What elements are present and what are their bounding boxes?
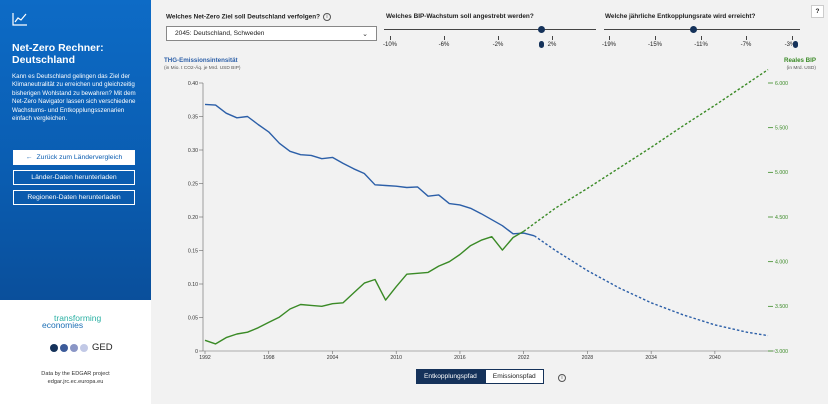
gdp-tick-label: 2%	[547, 42, 557, 48]
x-tick-label: 2010	[390, 355, 402, 361]
sidebar-header-panel: Net-Zero Rechner: Deutschland Kann es De…	[0, 0, 151, 300]
gdp-tick-label: -2%	[492, 42, 504, 48]
y-left-tick-label: 0.40	[188, 81, 198, 87]
decoupling-path-tab[interactable]: Entkopplungspfad	[416, 369, 485, 384]
slider-tick	[609, 36, 610, 40]
y-right-tick-label: 5.000	[775, 170, 788, 176]
region-data-download-button[interactable]: Regionen-Daten herunterladen	[13, 190, 135, 205]
emission-path-tab[interactable]: Emissionspfad	[484, 369, 544, 384]
slider-tick	[701, 36, 702, 40]
x-tick-label: 2022	[518, 355, 530, 361]
y-right-tick-label: 5.500	[775, 125, 788, 131]
gdp-slider-handle[interactable]	[538, 26, 545, 33]
slider-tick	[444, 36, 445, 40]
data-source-link[interactable]: edgar.jrc.ec.europa.eu	[47, 378, 104, 385]
y-right-tick-label: 4.000	[775, 259, 788, 265]
slider-tick	[792, 36, 793, 40]
gdp-tick-label: -6%	[438, 42, 450, 48]
ged-circle-icon	[70, 343, 78, 352]
net-zero-target-select[interactable]: 2045: Deutschland, Schweden ⌄	[166, 26, 377, 41]
x-tick-label: 2004	[327, 355, 339, 361]
toggle-info: i	[555, 369, 566, 387]
slider-tick	[655, 36, 656, 40]
arrow-left-icon: ←	[25, 154, 33, 161]
decoupling-slider-handle[interactable]	[690, 26, 697, 33]
chevron-down-icon: ⌄	[362, 31, 368, 38]
decoupling-rate-question: Welche jährliche Entkopplungsrate wird e…	[605, 13, 756, 20]
y-left-tick-label: 0.05	[188, 315, 198, 321]
ged-text: GED	[92, 342, 113, 353]
x-tick-label: 1992	[199, 355, 211, 361]
slider-tick	[390, 36, 391, 40]
decoupling-tick-label: -3%	[784, 42, 796, 48]
slider-tick	[552, 36, 553, 40]
back-button-label: Zurück zum Ländervergleich	[36, 154, 123, 161]
y-left-tick-label: 0.35	[188, 114, 198, 120]
y-right-tick-label: 6.000	[775, 81, 788, 87]
y-right-tick-label: 3.500	[775, 304, 788, 310]
logo-text-top: transforming	[54, 313, 102, 323]
y-right-tick-label: 3.000	[775, 349, 788, 355]
y-left-tick-label: 0	[195, 349, 198, 355]
gdp-tick-label: -10%	[382, 42, 398, 48]
y-axis-left-unit: (in Mio. t CO2-Äq. je Mrd. USD BIP)	[164, 66, 241, 71]
chart-line-icon	[12, 13, 27, 26]
x-tick-label: 1998	[263, 355, 275, 361]
ged-circle-icon	[60, 343, 68, 352]
decoupling-value-marker	[793, 41, 798, 48]
logo-text-bottom: economies	[42, 320, 84, 330]
ged-circle-icon	[50, 343, 58, 352]
back-to-comparison-button[interactable]: ← Zurück zum Ländervergleich	[13, 150, 135, 165]
transforming-economies-logo: transforming economies	[42, 313, 112, 330]
y-right-tick-label: 4.500	[775, 215, 788, 221]
target-question-text: Welches Net-Zero Ziel soll Deutschland v…	[166, 13, 320, 21]
country-data-download-button[interactable]: Länder-Daten herunterladen	[13, 170, 135, 185]
y-left-tick-label: 0.10	[188, 282, 198, 288]
gdp-growth-question: Welches BIP-Wachstum soll angestrebt wer…	[386, 13, 534, 20]
target-question: Welches Net-Zero Ziel soll Deutschland v…	[166, 13, 331, 21]
x-tick-label: 2040	[709, 355, 721, 361]
ged-circle-icon	[80, 343, 88, 352]
y-left-tick-label: 0.25	[188, 181, 198, 187]
path-toggle[interactable]: Entkopplungspfad Emissionspfad	[416, 369, 544, 384]
sidebar: Net-Zero Rechner: Deutschland Kann es De…	[0, 0, 151, 404]
gdp-slider-track[interactable]	[384, 29, 596, 30]
ged-logo: GED	[50, 342, 113, 353]
page-title: Net-Zero Rechner: Deutschland	[12, 42, 104, 66]
decoupling-tick-label: -19%	[601, 42, 617, 48]
help-button[interactable]: ?	[811, 5, 824, 18]
y-axis-right-unit: (in Mrd. USD)	[786, 66, 816, 71]
y-left-tick-label: 0.30	[188, 148, 198, 154]
info-icon[interactable]: i	[323, 13, 331, 21]
decoupling-tick-label: -11%	[694, 42, 708, 48]
gdp-value-marker	[539, 41, 544, 48]
slider-tick	[498, 36, 499, 40]
x-tick-label: 2034	[645, 355, 657, 361]
y-axis-right-title: Reales BIP	[784, 57, 816, 64]
y-axis-left-title: THG-Emissionsintensität	[164, 57, 238, 64]
info-icon[interactable]: i	[558, 373, 566, 382]
series-line-historical	[204, 230, 525, 345]
data-source-line: Data by the EDGAR project	[41, 371, 110, 377]
y-left-tick-label: 0.20	[188, 215, 198, 221]
series-line-historical	[204, 103, 535, 237]
series-line-projection	[533, 235, 769, 337]
net-zero-target-value: 2045: Deutschland, Schweden	[175, 30, 265, 37]
decoupling-tick-label: -15%	[647, 42, 663, 48]
decoupling-slider-track[interactable]	[604, 29, 800, 30]
slider-tick	[746, 36, 747, 40]
series-line-projection	[523, 69, 769, 232]
y-left-tick-label: 0.15	[188, 248, 198, 254]
data-source-note: Data by the EDGAR project edgar.jrc.ec.e…	[10, 371, 141, 386]
x-tick-label: 2016	[454, 355, 466, 361]
page-description: Kann es Deutschland gelingen das Ziel de…	[12, 73, 136, 123]
decoupling-tick-label: -7%	[740, 42, 752, 48]
x-tick-label: 2028	[582, 355, 594, 361]
